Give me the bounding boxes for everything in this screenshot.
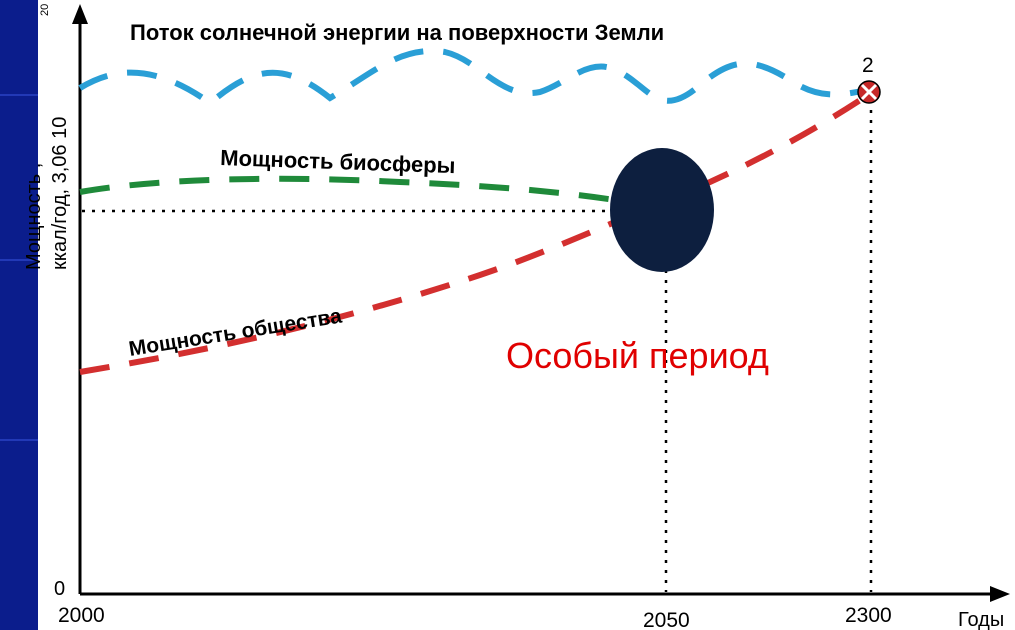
chart-title: Поток солнечной энергии на поверхности З… bbox=[130, 20, 664, 45]
y-axis-label: Мощность , ккал/год, 3,06 10 bbox=[23, 117, 71, 270]
x-tick-2000: 2000 bbox=[58, 604, 105, 627]
series-line-biosphere bbox=[79, 175, 616, 203]
marker-cross-b bbox=[860, 83, 878, 101]
y-axis-label-superscript: 20 bbox=[39, 4, 51, 16]
intersection-blob bbox=[610, 148, 714, 272]
x-tick-2050: 2050 bbox=[643, 609, 690, 630]
series-line-solar bbox=[78, 47, 869, 107]
y-axis-label-line2: ккал/год, 3,06 10 bbox=[49, 117, 71, 270]
series-line-society bbox=[79, 92, 870, 375]
point-2-label: 2 bbox=[862, 54, 874, 77]
special-period-annotation: Особый период bbox=[506, 335, 769, 376]
x-tick-2300: 2300 bbox=[845, 604, 892, 627]
y-zero-label: 0 bbox=[54, 578, 65, 600]
y-axis-label-line1: Мощность , bbox=[23, 163, 45, 270]
y-axis-arrow bbox=[72, 4, 88, 24]
x-axis-label: Годы bbox=[958, 609, 1004, 630]
x-axis-arrow bbox=[990, 586, 1010, 602]
